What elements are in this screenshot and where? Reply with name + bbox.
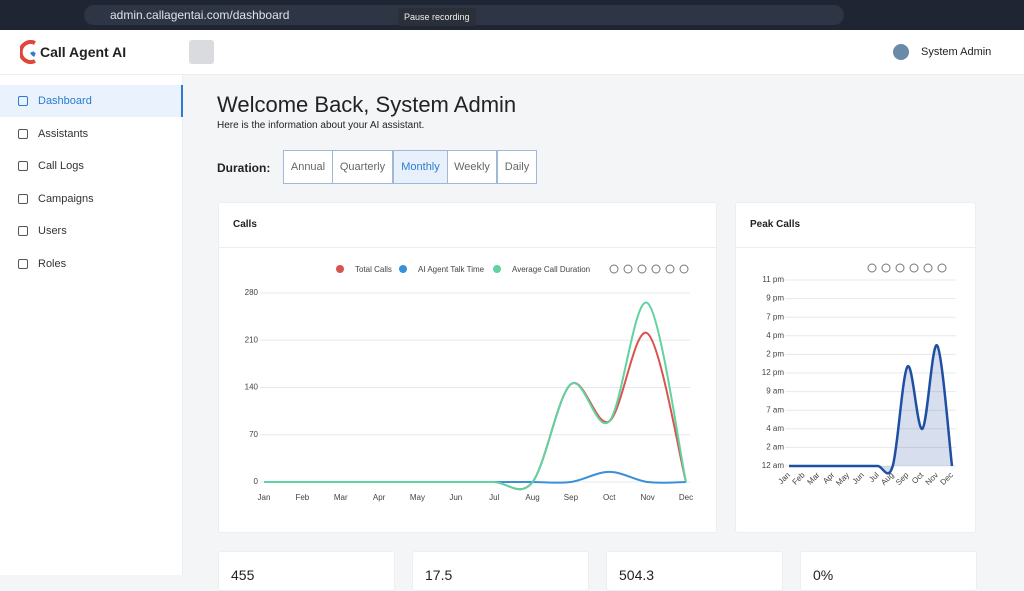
duration-button[interactable]: Weekly [447,150,497,184]
sidebar: Dashboard Assistants Call Logs Campaigns Use… [0,75,183,575]
welcome-subtitle: Here is the information about your AI as… [217,120,425,131]
peak-card: Peak Calls [735,202,976,533]
nav-icon [18,96,28,106]
stat-card: 17.5 [412,551,589,591]
duration-button[interactable]: Annual [283,150,333,184]
divider [219,247,716,248]
stat-value: 455 [231,567,255,583]
app-header: Call Agent AI System Admin [0,30,1024,75]
nav-item[interactable]: Call Logs [0,150,183,182]
nav-item[interactable]: Users [0,215,183,247]
nav-item[interactable]: Dashboard [0,85,183,117]
divider [736,247,975,248]
browser-bar: admin.callagentai.com/dashboard Pause re… [0,0,1024,30]
brand: Call Agent AI [40,44,127,60]
user-name: System Admin [921,46,992,58]
nav-item[interactable]: Roles [0,248,183,280]
logo [20,40,36,64]
stat-card: 0% [800,551,977,591]
duration-button[interactable]: Daily [497,150,537,184]
duration-button[interactable]: Monthly [393,150,448,184]
stat-card: 504.3 [606,551,783,591]
nav-item[interactable]: Campaigns [0,183,183,215]
tooltip: Pause recording [398,8,476,26]
welcome-title: Welcome Back, System Admin [217,92,517,117]
nav-icon [18,193,28,204]
stat-value: 504.3 [619,567,655,583]
duration-button[interactable]: Quarterly [332,150,393,184]
card-title: Peak Calls [750,219,801,230]
menu-toggle[interactable] [189,40,214,64]
stat-value: 0% [813,567,834,583]
nav-icon [18,259,28,269]
calls-card: Calls [218,202,717,533]
nav-icon [18,161,28,172]
nav-item[interactable]: Assistants [0,118,183,150]
stat-card: 455 [218,551,395,591]
nav-icon [18,226,28,237]
avatar [893,44,909,60]
stat-value: 17.5 [425,567,453,583]
card-title: Calls [233,219,257,230]
duration-label: Duration: [217,161,271,175]
nav-icon [18,128,28,139]
